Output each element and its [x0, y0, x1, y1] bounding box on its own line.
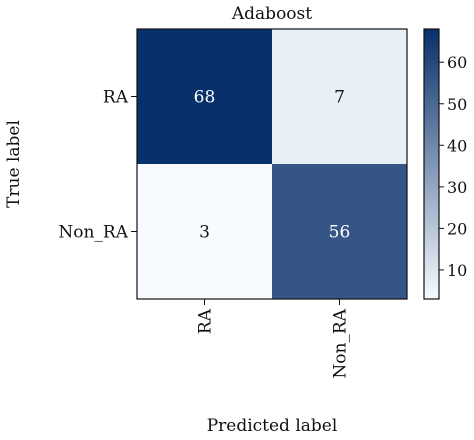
x-tick-label: Non_RA	[331, 308, 351, 378]
heatmap-cell-1-0	[137, 164, 272, 299]
cell-value-label: 7	[334, 88, 345, 108]
cell-value-label: 56	[329, 223, 351, 243]
heatmap-cell-0-0	[137, 29, 272, 164]
colorbar-tick-label: 40	[447, 136, 467, 155]
colorbar-frame	[423, 28, 440, 300]
heatmap-cell-1-1	[272, 164, 407, 299]
y-axis-label: True label	[4, 120, 24, 208]
y-tick-label: RA	[103, 88, 129, 108]
colorbar-tick-label: 60	[447, 53, 467, 72]
colorbar: 10 20 30 40 50 60	[423, 28, 467, 300]
x-axis-label: Predicted label	[207, 416, 338, 436]
y-tick-label: Non_RA	[58, 223, 128, 243]
heatmap-cell-0-1	[272, 29, 407, 164]
cell-value-label: 68	[194, 88, 216, 108]
x-tick-label: RA	[196, 308, 216, 334]
colorbar-tick-label: 30	[447, 178, 467, 197]
colorbar-gradient	[424, 29, 439, 299]
heatmap-frame	[136, 28, 408, 300]
colorbar-tick-label: 20	[447, 219, 467, 238]
colorbar-tick-label: 50	[447, 95, 467, 114]
colorbar-tick-label: 10	[447, 261, 467, 280]
cell-value-label: 3	[199, 223, 210, 243]
x-axis-ticks: RA Non_RA	[196, 299, 351, 379]
chart-title: Adaboost	[231, 4, 312, 24]
y-axis-ticks: RA Non_RA	[58, 88, 137, 243]
heatmap-cells: 68 7 3 56	[137, 29, 407, 299]
